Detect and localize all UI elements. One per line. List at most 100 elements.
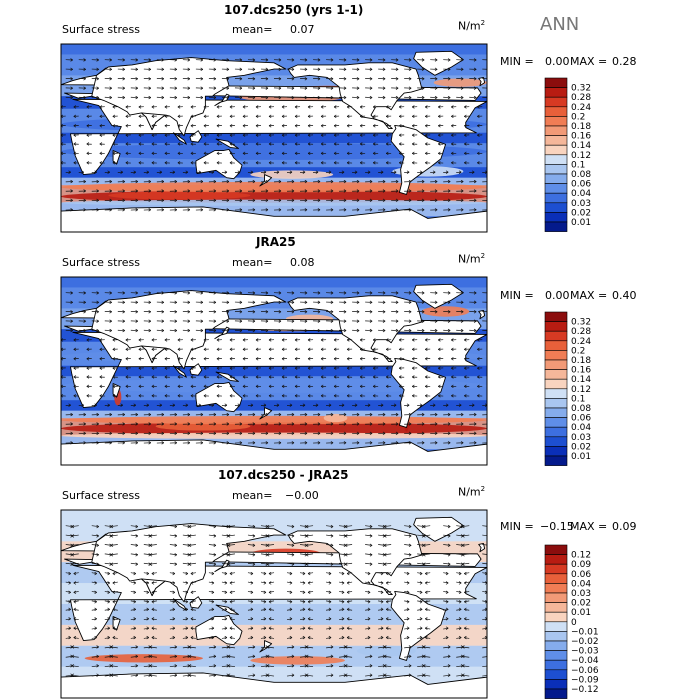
vector-arrow	[91, 525, 99, 527]
vector-head	[133, 403, 137, 407]
vector-head	[190, 124, 194, 128]
vector-head	[421, 291, 425, 295]
vector-head	[83, 77, 86, 81]
vector-head	[161, 189, 165, 193]
vector-head	[174, 543, 178, 548]
vector-head	[211, 635, 215, 640]
vector-arrow	[221, 534, 229, 537]
vector-head	[164, 124, 168, 128]
vector-arrow	[339, 534, 347, 537]
vector-head	[305, 553, 309, 557]
vector-head	[385, 142, 389, 146]
vector-head	[408, 441, 412, 445]
colorbar-swatch	[544, 330, 568, 342]
vector-head	[185, 600, 189, 604]
vector-head	[289, 170, 293, 174]
vector-head	[406, 170, 410, 174]
vector-arrow	[345, 544, 353, 546]
vector-head	[385, 347, 389, 352]
vector-head	[434, 77, 438, 81]
vector-head	[148, 441, 152, 445]
vector-head	[307, 607, 311, 612]
vector-head	[265, 328, 269, 333]
vector-head	[188, 524, 192, 529]
vector-head	[268, 366, 272, 370]
vector-head	[174, 58, 178, 62]
vector-arrow	[306, 646, 314, 649]
vector-head	[330, 441, 334, 445]
vector-head	[250, 581, 254, 585]
vector-arrow	[456, 674, 464, 677]
vector-head	[213, 198, 217, 203]
vector-head	[473, 67, 477, 72]
vector-head	[86, 384, 90, 389]
vector-head	[252, 328, 256, 333]
vector-head	[333, 105, 337, 109]
vector-arrow	[339, 525, 347, 527]
vector-head	[447, 645, 451, 649]
vector-head	[385, 384, 389, 389]
vector-head	[359, 357, 363, 361]
vector-arrow	[365, 525, 373, 527]
vector-head	[419, 581, 423, 585]
map-panel-3	[60, 509, 488, 699]
vector-head	[307, 347, 311, 352]
vector-head	[200, 291, 204, 295]
vector-head	[367, 581, 371, 585]
vector-head	[263, 571, 267, 576]
vector-head	[356, 300, 360, 305]
vector-head	[94, 571, 97, 576]
vector-head	[291, 543, 295, 548]
panel-2-max-value: 0.40	[612, 289, 637, 302]
vector-arrow	[130, 646, 138, 649]
vector-arrow	[130, 534, 138, 537]
vector-head	[395, 422, 399, 426]
vector-head	[304, 77, 308, 81]
vector-head	[200, 179, 204, 184]
vector-head	[411, 114, 415, 119]
vector-head	[190, 151, 194, 156]
colorbar-tick-label: 0.28	[571, 93, 591, 103]
vector-head	[112, 161, 116, 165]
vector-head	[343, 422, 347, 426]
vector-head	[278, 189, 282, 193]
vector-head	[425, 133, 428, 137]
vector-arrow	[71, 656, 79, 658]
vector-head	[164, 384, 168, 389]
vector-head	[464, 124, 467, 128]
vector-head	[425, 590, 428, 595]
vector-head	[133, 571, 137, 576]
vector-arrow	[378, 665, 386, 668]
vector-head	[96, 310, 99, 314]
vector-head	[112, 600, 116, 604]
vector-head	[460, 179, 464, 184]
colorbar-swatch	[544, 554, 568, 565]
vector-head	[190, 114, 194, 119]
vector-head	[333, 394, 337, 398]
vector-arrow	[221, 646, 229, 649]
vector-arrow	[110, 544, 118, 546]
vector-head	[408, 198, 412, 203]
vector-head	[107, 607, 110, 612]
panel-2-min-label: MIN =	[500, 289, 534, 302]
vector-arrow	[208, 553, 216, 556]
vector-head	[382, 319, 386, 323]
vector-arrow	[345, 534, 353, 537]
vector-head	[148, 95, 152, 100]
vector-head	[265, 77, 269, 81]
vector-head	[164, 357, 168, 361]
vector-head	[438, 338, 441, 342]
vector-head	[250, 403, 254, 407]
vector-arrow	[299, 656, 308, 658]
vector-head	[122, 58, 125, 62]
vector-head	[70, 208, 73, 212]
continent-greenland	[413, 283, 464, 309]
vector-head	[320, 384, 324, 389]
vector-head	[99, 394, 103, 398]
vector-head	[81, 403, 84, 407]
vector-arrow	[404, 544, 412, 546]
vector-head	[135, 534, 139, 538]
vector-head	[68, 600, 71, 604]
vector-head	[406, 600, 410, 604]
